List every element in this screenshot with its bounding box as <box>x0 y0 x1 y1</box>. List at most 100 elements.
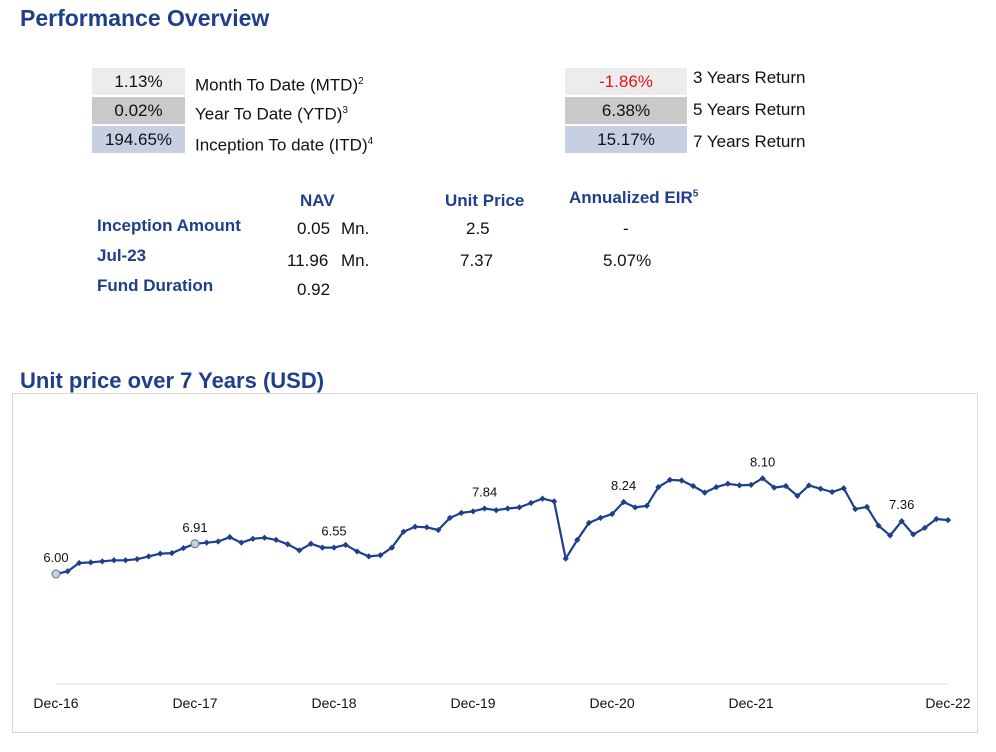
data-point <box>134 556 141 563</box>
x-tick-label: Dec-20 <box>589 695 634 711</box>
data-point <box>99 558 106 565</box>
data-point <box>330 544 338 551</box>
nav-header: NAV <box>300 191 335 210</box>
eir-header: Annualized EIR5 <box>569 188 698 208</box>
data-point <box>794 492 801 500</box>
data-point <box>886 532 894 539</box>
row-label-duration: Fund Duration <box>97 276 214 295</box>
data-label: 7.36 <box>889 497 914 512</box>
eir-header-text: Annualized EIR <box>569 188 693 207</box>
data-point <box>516 504 523 511</box>
data-point <box>817 485 824 492</box>
data-point <box>597 514 604 521</box>
duration-nav: 0.92 <box>297 280 331 299</box>
data-label: 8.24 <box>611 478 636 493</box>
data-point <box>724 480 732 487</box>
inception-unit: Mn. <box>341 219 370 238</box>
data-point <box>203 539 210 546</box>
data-point <box>944 516 952 524</box>
data-point <box>168 550 175 557</box>
data-point <box>87 559 94 566</box>
data-point <box>469 508 477 515</box>
unit-price-line-chart: 6.00 6.91 6.55 7.84 8.24 8.10 7.36 Dec-16 Dec-17… <box>33 454 970 711</box>
highlight-point <box>190 539 200 549</box>
chart-frame: 6.00 6.91 6.55 7.84 8.24 8.10 7.36 Dec-16 Dec-17… <box>12 393 978 733</box>
data-point <box>412 523 419 530</box>
itd-label: Inception To date (ITD)4 <box>195 128 373 159</box>
unit-price-header: Unit Price <box>445 191 525 210</box>
itd-footnote: 4 <box>367 136 374 147</box>
data-point <box>110 557 118 564</box>
x-tick-label: Dec-21 <box>728 695 773 711</box>
data-point <box>771 484 778 491</box>
row-label-jul23: Jul-23 <box>97 246 147 265</box>
data-point <box>481 505 488 512</box>
data-point <box>423 524 430 531</box>
data-point <box>249 535 257 542</box>
data-label: 8.10 <box>750 454 775 469</box>
mtd-value: 1.13% <box>92 68 185 95</box>
data-point <box>539 495 546 502</box>
data-label: 7.84 <box>472 485 497 500</box>
jul23-nav: 11.96 <box>287 251 329 270</box>
ytd-label-text: Year To Date (YTD) <box>195 104 343 124</box>
mtd-label: Month To Date (MTD)2 <box>195 68 364 99</box>
data-point <box>446 514 453 521</box>
data-point <box>736 482 743 489</box>
row-label-inception: Inception Amount <box>97 216 241 235</box>
data-label: 6.91 <box>182 520 207 535</box>
ytd-label: Year To Date (YTD)3 <box>195 97 348 128</box>
data-point <box>157 550 164 557</box>
five-year-label: 5 Years Return <box>693 100 806 119</box>
highlight-point <box>51 569 61 579</box>
data-point <box>354 548 361 555</box>
data-point <box>504 505 511 512</box>
data-point <box>551 498 558 505</box>
data-point <box>863 503 871 511</box>
data-label: 6.00 <box>43 550 68 565</box>
x-tick-label: Dec-16 <box>33 695 78 711</box>
data-point <box>319 544 326 551</box>
eir-footnote: 5 <box>692 188 699 200</box>
data-point <box>215 538 222 545</box>
data-point <box>527 499 535 507</box>
three-year-value: -1.86% <box>565 68 687 95</box>
jul23-price: 7.37 <box>460 251 494 270</box>
data-point <box>365 553 372 560</box>
jul23-eir: 5.07% <box>603 251 652 270</box>
inception-price: 2.5 <box>466 219 490 238</box>
seven-year-value: 15.17% <box>565 126 687 153</box>
page-title: Performance Overview <box>20 5 270 31</box>
three-year-label: 3 Years Return <box>693 68 806 87</box>
itd-label-text: Inception To date (ITD) <box>195 135 368 155</box>
data-point <box>562 555 569 562</box>
ytd-value: 0.02% <box>92 97 185 124</box>
data-point <box>829 488 836 496</box>
data-point <box>493 507 500 514</box>
data-point <box>122 557 129 564</box>
data-point <box>145 553 152 560</box>
data-point <box>296 547 303 554</box>
inception-eir: - <box>623 219 629 238</box>
x-tick-label: Dec-19 <box>450 695 495 711</box>
ytd-footnote: 3 <box>342 105 348 116</box>
x-tick-label: Dec-18 <box>311 695 356 711</box>
data-point <box>608 510 616 518</box>
data-label: 6.55 <box>321 524 346 539</box>
data-point <box>272 536 280 544</box>
data-point <box>713 483 720 491</box>
jul23-unit: Mn. <box>341 251 370 270</box>
data-point <box>64 568 71 575</box>
itd-value: 194.65% <box>92 126 185 153</box>
inception-nav: 0.05 <box>297 219 331 238</box>
data-point <box>458 509 465 517</box>
x-tick-label: Dec-17 <box>172 695 217 711</box>
data-point <box>261 534 268 541</box>
data-point <box>782 482 789 490</box>
x-tick-label: Dec-22 <box>925 695 970 711</box>
data-point <box>933 515 940 523</box>
mtd-label-text: Month To Date (MTD) <box>195 75 359 95</box>
seven-year-label: 7 Years Return <box>693 132 806 151</box>
chart-heading: Unit price over 7 Years (USD) <box>20 368 325 393</box>
five-year-value: 6.38% <box>565 97 687 124</box>
